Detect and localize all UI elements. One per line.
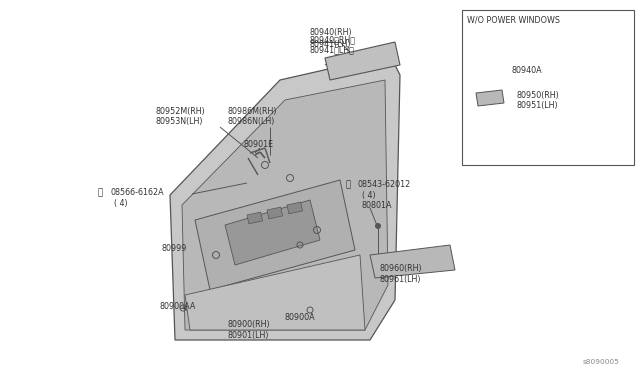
Text: 80900AA: 80900AA	[160, 302, 196, 311]
Text: W/O POWER WINDOWS: W/O POWER WINDOWS	[467, 15, 560, 24]
Text: 80940〈RH〉: 80940〈RH〉	[310, 35, 356, 44]
Text: 80801A: 80801A	[362, 201, 392, 210]
Text: Ⓢ: Ⓢ	[346, 180, 351, 189]
Bar	[287, 202, 303, 214]
Text: ( 4): ( 4)	[362, 191, 376, 200]
Text: Ⓢ: Ⓢ	[98, 188, 103, 197]
Polygon shape	[185, 255, 365, 330]
Polygon shape	[182, 80, 388, 330]
Circle shape	[376, 224, 381, 228]
Polygon shape	[325, 42, 400, 80]
Text: 80940(RH): 80940(RH)	[310, 28, 353, 37]
Text: 80986M(RH): 80986M(RH)	[228, 107, 278, 116]
Text: 80941〈LH〉: 80941〈LH〉	[310, 45, 355, 54]
Bar	[267, 207, 283, 219]
Text: 80960(RH): 80960(RH)	[380, 264, 422, 273]
Text: 80950(RH): 80950(RH)	[517, 91, 560, 100]
Polygon shape	[370, 245, 455, 278]
Text: ( 4): ( 4)	[114, 199, 127, 208]
Text: 80900A: 80900A	[285, 313, 316, 322]
Bar	[462, 10, 634, 165]
Text: 80953N(LH): 80953N(LH)	[155, 117, 202, 126]
Text: 80999: 80999	[162, 244, 188, 253]
Polygon shape	[195, 180, 355, 290]
Text: 80900(RH): 80900(RH)	[228, 320, 271, 329]
Text: s8090005: s8090005	[583, 359, 620, 365]
Text: 80952M(RH): 80952M(RH)	[155, 107, 205, 116]
Circle shape	[486, 64, 494, 72]
Text: 80986N(LH): 80986N(LH)	[228, 117, 275, 126]
Text: 80961(LH): 80961(LH)	[380, 275, 422, 284]
Polygon shape	[476, 90, 504, 106]
Bar	[247, 212, 262, 224]
Text: 08543-62012: 08543-62012	[358, 180, 412, 189]
Text: 80941(LH): 80941(LH)	[310, 40, 351, 49]
Text: 80901(LH): 80901(LH)	[228, 331, 269, 340]
Polygon shape	[225, 200, 320, 265]
Text: 80901E: 80901E	[243, 140, 273, 149]
Polygon shape	[170, 55, 400, 340]
Text: 08566-6162A: 08566-6162A	[110, 188, 164, 197]
Text: 80951(LH): 80951(LH)	[517, 101, 559, 110]
Text: 80940A: 80940A	[512, 66, 543, 75]
